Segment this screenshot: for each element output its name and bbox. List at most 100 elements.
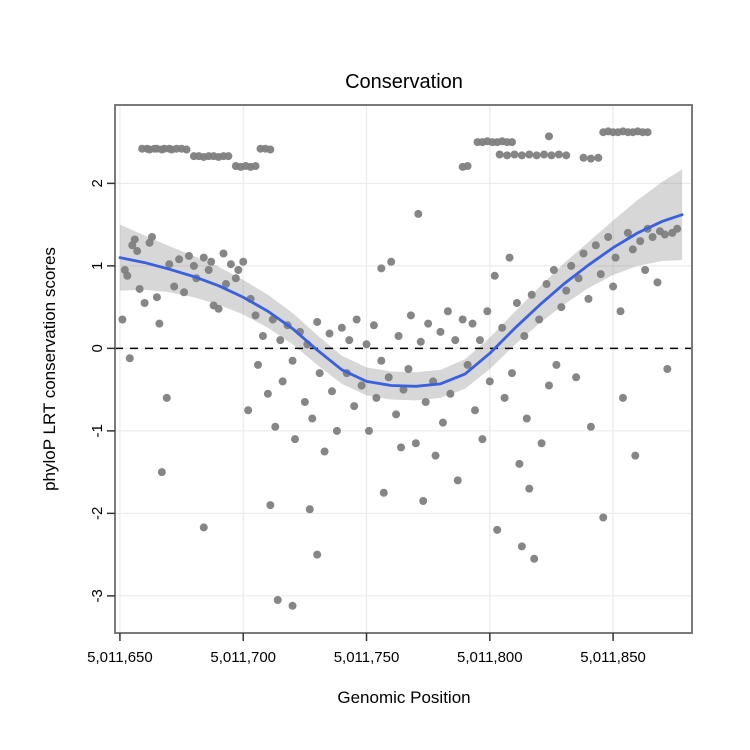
scatter-point: [288, 601, 297, 610]
scatter-point: [468, 319, 477, 328]
scatter-point: [364, 426, 373, 435]
scatter-point: [438, 418, 447, 427]
scatter-point: [611, 253, 620, 262]
scatter-point: [251, 162, 260, 171]
scatter-point: [175, 255, 184, 264]
scatter-point: [490, 271, 499, 280]
scatter-point: [271, 422, 280, 431]
scatter-point: [562, 151, 571, 160]
scatter-point: [522, 414, 531, 423]
scatter-point: [266, 145, 275, 154]
scatter-point: [362, 340, 371, 349]
scatter-point: [572, 373, 581, 382]
scatter-point: [463, 162, 472, 171]
panel-border: [114, 104, 693, 634]
scatter-point: [135, 284, 144, 293]
scatter-point: [377, 264, 386, 273]
scatter-point: [214, 304, 223, 313]
scatter-point: [350, 402, 359, 411]
scatter-point: [278, 377, 287, 386]
scatter-point: [199, 253, 208, 262]
scatter-point: [451, 336, 460, 345]
scatter-point: [537, 439, 546, 448]
scatter-point: [221, 280, 230, 289]
scatter-point: [586, 154, 595, 163]
y-tick-label: 0: [89, 344, 106, 352]
scatter-point: [152, 293, 161, 302]
scatter-point: [547, 151, 556, 160]
scatter-point: [313, 317, 322, 326]
scatter-point: [239, 257, 248, 266]
scatter-point: [291, 435, 300, 444]
scatter-point: [123, 271, 132, 280]
scatter-point: [165, 260, 174, 269]
scatter-point: [544, 132, 553, 141]
scatter-point: [345, 336, 354, 345]
scatter-point: [199, 523, 208, 532]
scatter-point: [406, 311, 415, 320]
scatter-point: [463, 360, 472, 369]
scatter-point: [515, 459, 524, 468]
scatter-point: [586, 422, 595, 431]
scatter-point: [549, 266, 558, 274]
scatter-point: [387, 257, 396, 266]
scatter-point: [562, 286, 571, 295]
scatter-point: [552, 360, 561, 369]
scatter-point: [133, 247, 142, 256]
scatter-point: [618, 393, 627, 402]
scatter-point: [352, 315, 361, 324]
scatter-point: [507, 138, 516, 147]
scatter-point: [520, 332, 529, 340]
scatter-point: [443, 307, 452, 316]
scatter-point: [517, 151, 526, 160]
scatter-point: [251, 311, 260, 320]
scatter-point: [594, 153, 603, 162]
scatter-point: [505, 253, 514, 262]
scatter-point: [421, 398, 430, 406]
x-axis-label: Genomic Position: [337, 688, 470, 707]
scatter-point: [636, 237, 645, 246]
scatter-point: [599, 513, 608, 522]
smooth-trend-line: [118, 213, 684, 388]
chart-title: Conservation: [345, 71, 463, 93]
scatter-point: [399, 385, 408, 394]
scatter-point: [485, 377, 494, 386]
scatter-point: [498, 323, 507, 332]
plot-area: 5,011,650 5,011,700 5,011,750 5,011,800 5,01…: [87, 104, 693, 666]
scatter-point: [377, 356, 386, 365]
scatter-point: [574, 274, 583, 283]
scatter-point: [510, 150, 519, 159]
plot-panel: [115, 105, 692, 633]
scatter-point: [500, 393, 509, 402]
x-tick-label: 5,011,850: [580, 649, 646, 666]
scatter-point: [436, 327, 445, 336]
scatter-point: [226, 260, 235, 269]
scatter-point: [118, 315, 127, 324]
scatter-point: [288, 356, 297, 365]
scatter-point: [369, 321, 378, 330]
scatter-point: [308, 414, 317, 423]
scatter-point: [411, 439, 420, 448]
scatter-point: [544, 381, 553, 390]
y-tick-label: -2: [89, 507, 106, 520]
scatter-point: [530, 554, 539, 563]
scatter-point: [207, 257, 216, 266]
scatter-point: [416, 337, 425, 346]
scatter-point: [628, 245, 637, 254]
scatter-point: [300, 398, 309, 406]
scatter-point: [584, 294, 593, 303]
scatter-point: [397, 443, 406, 452]
scatter-point: [503, 151, 512, 160]
scatter-point: [604, 233, 613, 241]
scatter-point: [244, 406, 253, 415]
scatter-point: [512, 299, 521, 307]
scatter-point: [325, 329, 334, 338]
scatter-point: [532, 151, 541, 160]
scatter-point: [591, 241, 600, 250]
scatter-point: [204, 266, 213, 274]
scatter-point: [147, 233, 156, 241]
scatter-point: [125, 354, 134, 363]
scatter-point: [315, 369, 324, 378]
scatter-point: [596, 270, 605, 279]
